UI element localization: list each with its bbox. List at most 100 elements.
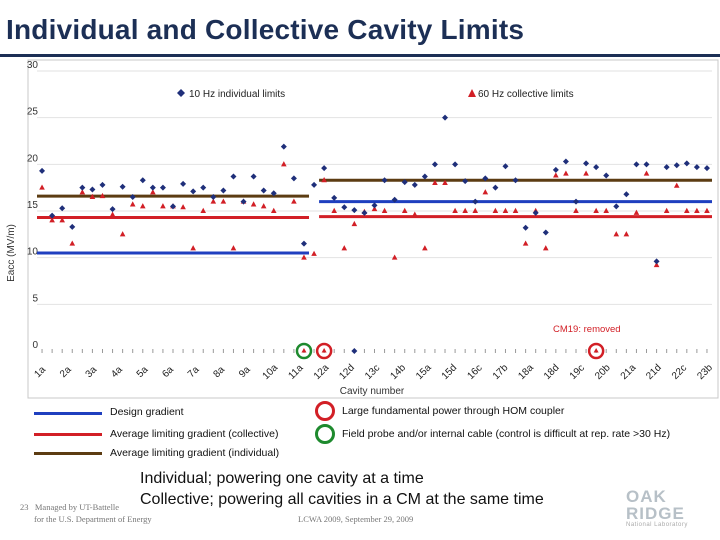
individual-point <box>250 173 257 180</box>
collective-point <box>79 189 86 195</box>
logo-line3: National Laboratory <box>626 522 688 528</box>
collective-point <box>573 207 579 213</box>
collective-point <box>422 245 428 251</box>
individual-point <box>522 224 529 231</box>
individual-point <box>220 187 227 194</box>
individual-point <box>49 212 56 219</box>
y-tick-label: 30 <box>27 60 39 71</box>
slide-number: 23 <box>20 502 29 512</box>
legend-bottom: Design gradient Average limiting gradien… <box>0 400 720 464</box>
collective-point <box>341 245 348 251</box>
collective-point <box>694 207 700 213</box>
individual-point <box>89 186 96 193</box>
note-line2: Collective; powering all cavities in a C… <box>140 491 544 508</box>
explanation-note: Individual; powering one cavity at a tim… <box>140 468 602 516</box>
collective-point <box>603 207 610 213</box>
collective-point <box>522 240 529 246</box>
individual-point <box>633 161 640 168</box>
collective-point <box>401 207 408 213</box>
collective-point <box>583 170 589 176</box>
individual-point <box>552 166 559 173</box>
individual-point <box>381 177 388 184</box>
individual-point <box>401 179 408 186</box>
collective-point <box>160 203 166 209</box>
individual-point <box>653 258 660 265</box>
marked-cavity-circle <box>295 342 313 360</box>
collective-point <box>129 201 136 207</box>
legend-hom-label: Large fundamental power through HOM coup… <box>342 405 565 417</box>
individual-point <box>290 175 297 182</box>
note-line1: Individual; powering one cavity at a tim… <box>140 470 424 487</box>
individual-point <box>623 191 630 198</box>
collective-point <box>291 198 297 204</box>
individual-point <box>431 161 438 168</box>
legend-red-circle-icon <box>315 401 335 421</box>
collective-point <box>69 240 76 246</box>
individual-point <box>210 194 217 200</box>
individual-point <box>562 158 569 165</box>
collective-point <box>301 254 307 260</box>
managed-by: Managed by UT-Battelle <box>34 502 120 512</box>
legend-individual-label: 10 Hz individual limits <box>189 89 285 100</box>
collective-point <box>704 207 710 213</box>
individual-point <box>190 188 197 195</box>
y-tick-label: 5 <box>32 293 38 304</box>
legend-triangle-icon <box>468 89 476 97</box>
annotation-cm19: CM19: removed <box>553 324 621 335</box>
individual-point <box>119 183 126 190</box>
footer-conference: LCWA 2009, September 29, 2009 <box>298 514 414 524</box>
logo-line2: RIDGE <box>626 504 685 523</box>
individual-point <box>542 229 549 236</box>
individual-point <box>442 114 449 121</box>
individual-point <box>159 184 166 191</box>
collective-point <box>482 189 489 195</box>
collective-point <box>210 198 217 204</box>
individual-point <box>109 206 116 213</box>
collective-point <box>492 207 499 213</box>
marked-cavity-circle <box>587 342 605 360</box>
removed-point <box>321 348 327 353</box>
y-tick-label: 15 <box>27 200 39 211</box>
individual-point <box>139 177 146 184</box>
legend-avg-individual-label: Average limiting gradient (individual) <box>110 447 280 459</box>
collective-point <box>89 193 96 199</box>
individual-point <box>693 164 700 171</box>
collective-point <box>663 207 670 213</box>
logo-line1: OAK <box>626 487 667 506</box>
collective-point <box>613 231 620 237</box>
for-doe: for the U.S. Department of Energy <box>34 514 152 524</box>
individual-point <box>69 223 76 230</box>
legend-design-line <box>34 412 102 415</box>
collective-point <box>643 170 650 176</box>
individual-point <box>663 164 670 171</box>
collective-point <box>321 177 327 183</box>
collective-point <box>542 245 549 251</box>
y-tick-label: 0 <box>32 340 38 351</box>
individual-point <box>351 207 358 214</box>
collective-point <box>684 207 690 213</box>
legend-collective-label: 60 Hz collective limits <box>478 89 574 100</box>
collective-point <box>109 211 116 217</box>
individual-point <box>361 209 368 216</box>
individual-point <box>341 204 348 211</box>
individual-point <box>321 165 328 172</box>
individual-point <box>673 162 680 169</box>
collective-point <box>351 220 358 227</box>
individual-point <box>502 163 509 170</box>
individual-point <box>472 198 479 205</box>
collective-point <box>311 250 317 256</box>
collective-point <box>553 172 559 178</box>
individual-point <box>230 173 237 180</box>
y-tick-label: 25 <box>27 107 39 118</box>
collective-point <box>673 182 680 188</box>
individual-point <box>240 198 247 205</box>
collective-point <box>653 261 660 268</box>
legend-avg-collective-label: Average limiting gradient (collective) <box>110 428 279 440</box>
legend-green-circle-icon <box>315 424 335 444</box>
individual-point <box>270 190 277 197</box>
legend-probe-label: Field probe and/or internal cable (contr… <box>342 428 671 440</box>
individual-point <box>411 181 418 188</box>
individual-point <box>59 205 66 212</box>
individual-point <box>421 173 428 180</box>
